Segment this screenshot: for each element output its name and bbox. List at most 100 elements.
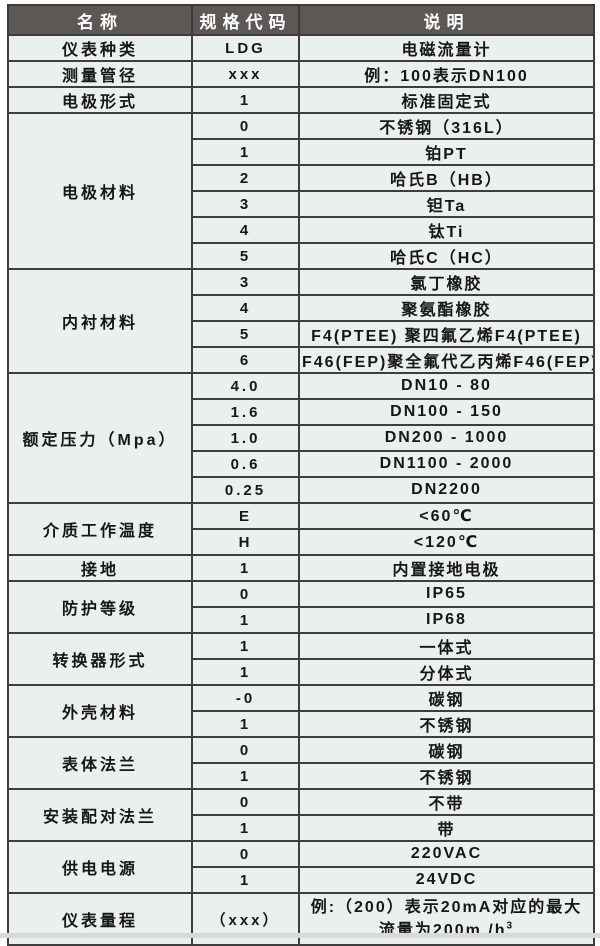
table-row: 0.25 DN2200 [8, 476, 595, 504]
param-name: 转换器形式 [7, 632, 193, 686]
spec-description: IP65 [298, 580, 595, 608]
spec-code: 1 [191, 814, 300, 842]
spec-code: 5 [191, 320, 300, 348]
spec-description: F46(FEP)聚全氟代乙丙烯F46(FEP) [298, 346, 595, 374]
spec-description: 钽Ta [298, 190, 595, 218]
spec-description: 哈氏C（HC） [298, 242, 595, 270]
spec-code: 0 [191, 112, 300, 140]
spec-description: 聚氨酯橡胶 [298, 294, 595, 322]
spec-code: 1 [191, 606, 300, 634]
spec-code: 3 [191, 190, 300, 218]
table-row: 1 不锈钢 [8, 762, 595, 790]
column-header-name: 名称 [7, 4, 193, 36]
spec-code: 4 [191, 216, 300, 244]
spec-code: 1 [191, 658, 300, 686]
spec-code: 1 [191, 710, 300, 738]
spec-code: 0 [191, 840, 300, 868]
spec-code: 1 [191, 632, 300, 660]
spec-description: 不锈钢 [298, 762, 595, 790]
spec-description: 钛Ti [298, 216, 595, 244]
spec-description: DN10 - 80 [298, 372, 595, 400]
spec-code: 6 [191, 346, 300, 374]
spec-code: 0 [191, 736, 300, 764]
spec-description: 碳钢 [298, 736, 595, 764]
table-row: 接地 1 内置接地电极 [7, 554, 595, 582]
table-body: 仪表种类 LDG 电磁流量计 测量管径 xxx 例：100表示DN100 电极形式 1 标准固定… [7, 34, 595, 946]
table-row: 4 聚氨酯橡胶 [8, 294, 595, 322]
param-name: 表体法兰 [7, 736, 193, 790]
spec-code: 0.6 [191, 450, 300, 478]
spec-description: 哈氏B（HB） [298, 164, 595, 192]
spec-description: 标准固定式 [298, 86, 595, 114]
spec-description: F4(PTEE) 聚四氟乙烯F4(PTEE) [298, 320, 595, 348]
table-row: 额定压力（Mpa） 4.0 DN10 - 80 [7, 372, 595, 504]
table-row: 表体法兰 0 碳钢 [7, 736, 595, 790]
spec-description: 不带 [298, 788, 595, 816]
spec-code: 1 [191, 762, 300, 790]
spec-description: 不锈钢 [298, 710, 595, 738]
table-row: 4 钛Ti [8, 216, 595, 244]
spec-description: 带 [298, 814, 595, 842]
table-row: 仪表种类 LDG 电磁流量计 [7, 34, 595, 62]
spec-code: H [191, 528, 300, 556]
table-row: H <120℃ [8, 528, 595, 556]
spec-code: 4.0 [191, 372, 300, 400]
spec-code: 0 [191, 580, 300, 608]
param-name: 介质工作温度 [7, 502, 193, 556]
spec-description: 例：100表示DN100 [298, 60, 595, 88]
spec-code: E [191, 502, 300, 530]
spec-code: 2 [191, 164, 300, 192]
spec-description: DN1100 - 2000 [298, 450, 595, 478]
table-row: 1.0 DN200 - 1000 [8, 424, 595, 452]
spec-description-line1: 例:（200）表示20mA对应的最大 [310, 899, 583, 916]
spec-code: 1 [191, 86, 300, 114]
param-name: 防护等级 [7, 580, 193, 634]
spec-code: 3 [191, 268, 300, 296]
table-row: 0.6 DN1100 - 2000 [8, 450, 595, 478]
param-name: 供电电源 [7, 840, 193, 894]
param-name: 额定压力（Mpa） [7, 372, 193, 504]
param-name: 电极材料 [7, 112, 193, 270]
param-name: 测量管径 [7, 60, 193, 88]
table-row: 介质工作温度 E <60℃ [7, 502, 595, 556]
flowmeter-spec-table: 名称 规格代码 说明 仪表种类 LDG 电磁流量计 测量管径 xxx 例：100表示DN1… [7, 4, 595, 946]
param-name: 外壳材料 [7, 684, 193, 738]
table-row: 1 IP68 [8, 606, 595, 634]
spec-description: 一体式 [298, 632, 595, 660]
table-row: 内衬材料 3 氯丁橡胶 [7, 268, 595, 374]
spec-description: 碳钢 [298, 684, 595, 712]
table-row: 5 哈氏C（HC） [8, 242, 595, 270]
spec-description: DN2200 [298, 476, 595, 504]
table-row: 1 分体式 [8, 658, 595, 686]
table-row: 转换器形式 1 一体式 [7, 632, 595, 686]
table-row: 5 F4(PTEE) 聚四氟乙烯F4(PTEE) [8, 320, 595, 348]
spec-code: 1.6 [191, 398, 300, 426]
spec-code: 1 [191, 554, 300, 582]
spec-description: 24VDC [298, 866, 595, 894]
param-name: 安装配对法兰 [7, 788, 193, 842]
spec-code: 1.0 [191, 424, 300, 452]
spec-description: DN200 - 1000 [298, 424, 595, 452]
param-name: 仪表种类 [7, 34, 193, 62]
spec-code: 0.25 [191, 476, 300, 504]
table-row: 外壳材料 -0 碳钢 [7, 684, 595, 738]
spec-description: 内置接地电极 [298, 554, 595, 582]
table-row: 1 铂PT [8, 138, 595, 166]
column-header-desc: 说明 [298, 4, 595, 36]
spec-code: LDG [191, 34, 300, 62]
spec-description: 不锈钢（316L） [298, 112, 595, 140]
superscript: 3 [506, 920, 515, 932]
spec-description: <120℃ [298, 528, 595, 556]
param-name: 内衬材料 [7, 268, 193, 374]
table-row: 电极形式 1 标准固定式 [7, 86, 595, 114]
spec-code: -0 [191, 684, 300, 712]
table-row: 1 24VDC [8, 866, 595, 894]
spec-description-line2: 流量为200m /h3 [378, 920, 515, 939]
param-name: 接地 [7, 554, 193, 582]
table-row: 供电电源 0 220VAC [7, 840, 595, 894]
spec-description: IP68 [298, 606, 595, 634]
spec-description: 氯丁橡胶 [298, 268, 595, 296]
table-row: 3 钽Ta [8, 190, 595, 218]
